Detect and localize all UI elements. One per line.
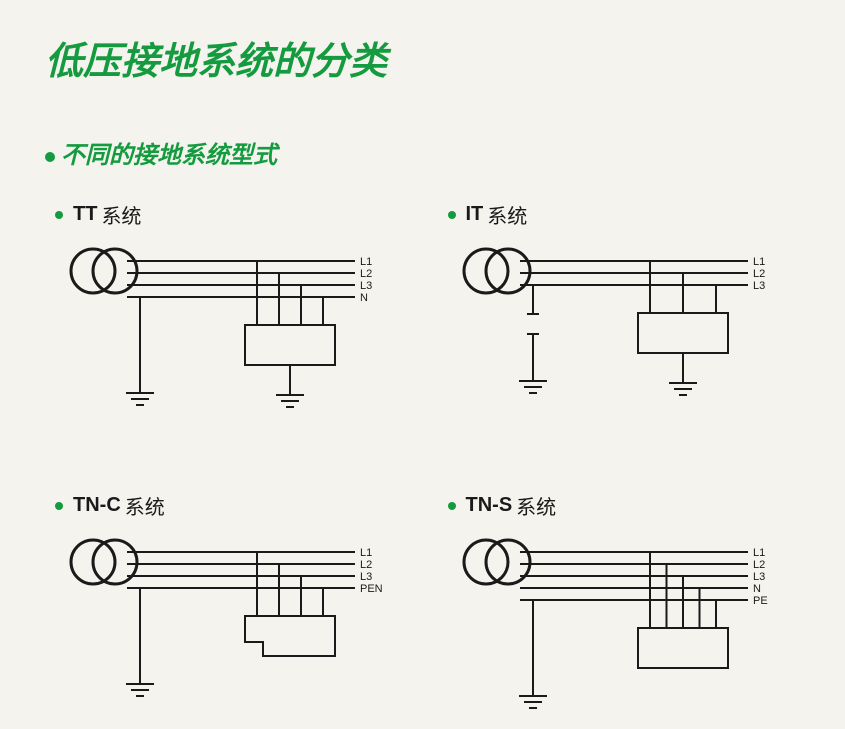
ground-icon [126, 375, 154, 405]
ground-icon [519, 678, 547, 708]
line-label: L2 [360, 559, 372, 571]
line-label: L1 [753, 256, 765, 268]
line-label: PEN [360, 583, 383, 595]
bullet-dot-icon [55, 211, 63, 219]
sub-title-text: 不同的接地系统型式 [61, 142, 277, 169]
system-suffix: 系统 [516, 491, 556, 520]
system-suffix: 系统 [125, 491, 165, 520]
main-title: 低压接地系统的分类 [45, 30, 800, 85]
line-label: L3 [360, 571, 372, 583]
line-label: L3 [360, 280, 372, 292]
ground-icon [276, 377, 304, 407]
cell-title-it: IT 系统 [448, 200, 801, 229]
load-box [638, 313, 728, 353]
circuit-diagram-tt: L1L2L3N [55, 241, 395, 431]
ground-icon [126, 666, 154, 696]
system-code: IT [466, 203, 484, 226]
line-label: L2 [753, 268, 765, 280]
line-label: L3 [753, 280, 765, 292]
line-label: N [753, 583, 761, 595]
diagram-wrap-tns: L1L2L3NPE [448, 532, 801, 722]
circuit-diagram-tns: L1L2L3NPE [448, 532, 788, 722]
ground-icon [669, 365, 697, 395]
line-label: L3 [753, 571, 765, 583]
circuit-diagram-tnc: L1L2L3PEN [55, 532, 395, 722]
cell-tt: TT 系统 L1L2L3N [55, 200, 408, 431]
line-label: L1 [753, 547, 765, 559]
load-box [245, 616, 335, 656]
line-label: PE [753, 595, 768, 607]
bullet-dot-icon [55, 502, 63, 510]
line-label: N [360, 292, 368, 304]
load-box [245, 325, 335, 365]
diagram-grid: TT 系统L1L2L3NIT 系统L1L2L3TN-C 系统L1L2L3PENT… [45, 200, 800, 722]
bullet-dot-icon [45, 152, 55, 162]
cell-title-tt: TT 系统 [55, 200, 408, 229]
diagram-wrap-tnc: L1L2L3PEN [55, 532, 408, 722]
diagram-wrap-it: L1L2L3 [448, 241, 801, 431]
diagram-wrap-tt: L1L2L3N [55, 241, 408, 431]
load-box [638, 628, 728, 668]
system-suffix: 系统 [487, 200, 527, 229]
line-label: L1 [360, 256, 372, 268]
cell-tnc: TN-C 系统 L1L2L3PEN [55, 491, 408, 722]
bullet-dot-icon [448, 211, 456, 219]
system-code: TN-C [73, 494, 121, 517]
ground-icon [519, 363, 547, 393]
system-code: TN-S [466, 494, 513, 517]
line-label: L1 [360, 547, 372, 559]
line-label: L2 [360, 268, 372, 280]
system-suffix: 系统 [101, 200, 141, 229]
cell-title-tnc: TN-C 系统 [55, 491, 408, 520]
cell-tns: TN-S 系统 L1L2L3NPE [448, 491, 801, 722]
sub-title: 不同的接地系统型式 [45, 135, 800, 170]
system-code: TT [73, 203, 97, 226]
circuit-diagram-it: L1L2L3 [448, 241, 788, 431]
cell-it: IT 系统 L1L2L3 [448, 200, 801, 431]
cell-title-tns: TN-S 系统 [448, 491, 801, 520]
bullet-dot-icon [448, 502, 456, 510]
line-label: L2 [753, 559, 765, 571]
